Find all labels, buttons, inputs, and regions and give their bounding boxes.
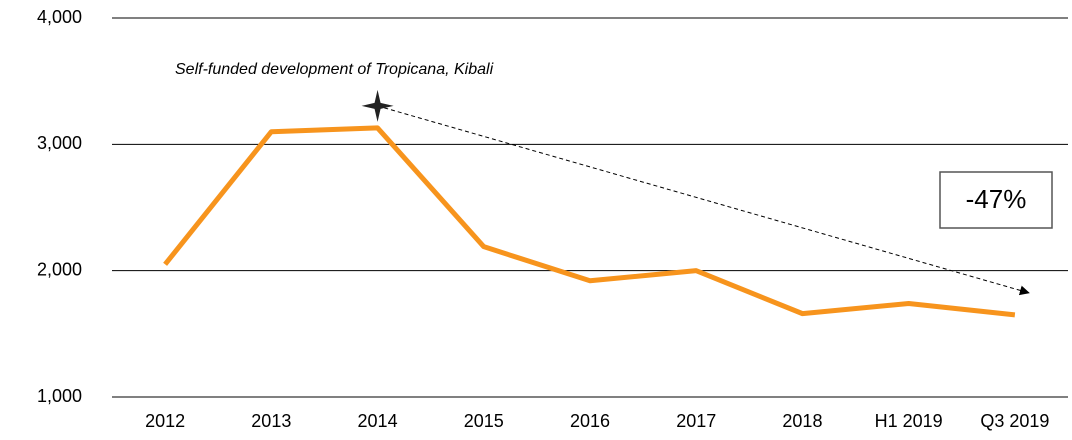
y-tick-label: 3,000 xyxy=(37,133,82,153)
x-tick-label: 2016 xyxy=(570,411,610,431)
x-tick-label: 2012 xyxy=(145,411,185,431)
x-tick-label: H1 2019 xyxy=(875,411,943,431)
y-tick-label: 1,000 xyxy=(37,386,82,406)
x-tick-label: Q3 2019 xyxy=(980,411,1049,431)
annotation: -47% xyxy=(966,184,1027,214)
x-tick-label: 2013 xyxy=(251,411,291,431)
y-tick-label: 4,000 xyxy=(37,7,82,27)
x-tick-label: 2014 xyxy=(358,411,398,431)
trend-arrow xyxy=(377,105,1030,296)
x-tick-label: 2018 xyxy=(782,411,822,431)
y-tick-label: 2,000 xyxy=(37,259,82,279)
annotation: Self-funded development of Tropicana, Ki… xyxy=(175,61,494,78)
star-marker xyxy=(361,89,394,122)
x-tick-label: 2017 xyxy=(676,411,716,431)
line-series xyxy=(163,125,1016,318)
x-tick-label: 2015 xyxy=(464,411,504,431)
annotation-box xyxy=(939,171,1053,229)
